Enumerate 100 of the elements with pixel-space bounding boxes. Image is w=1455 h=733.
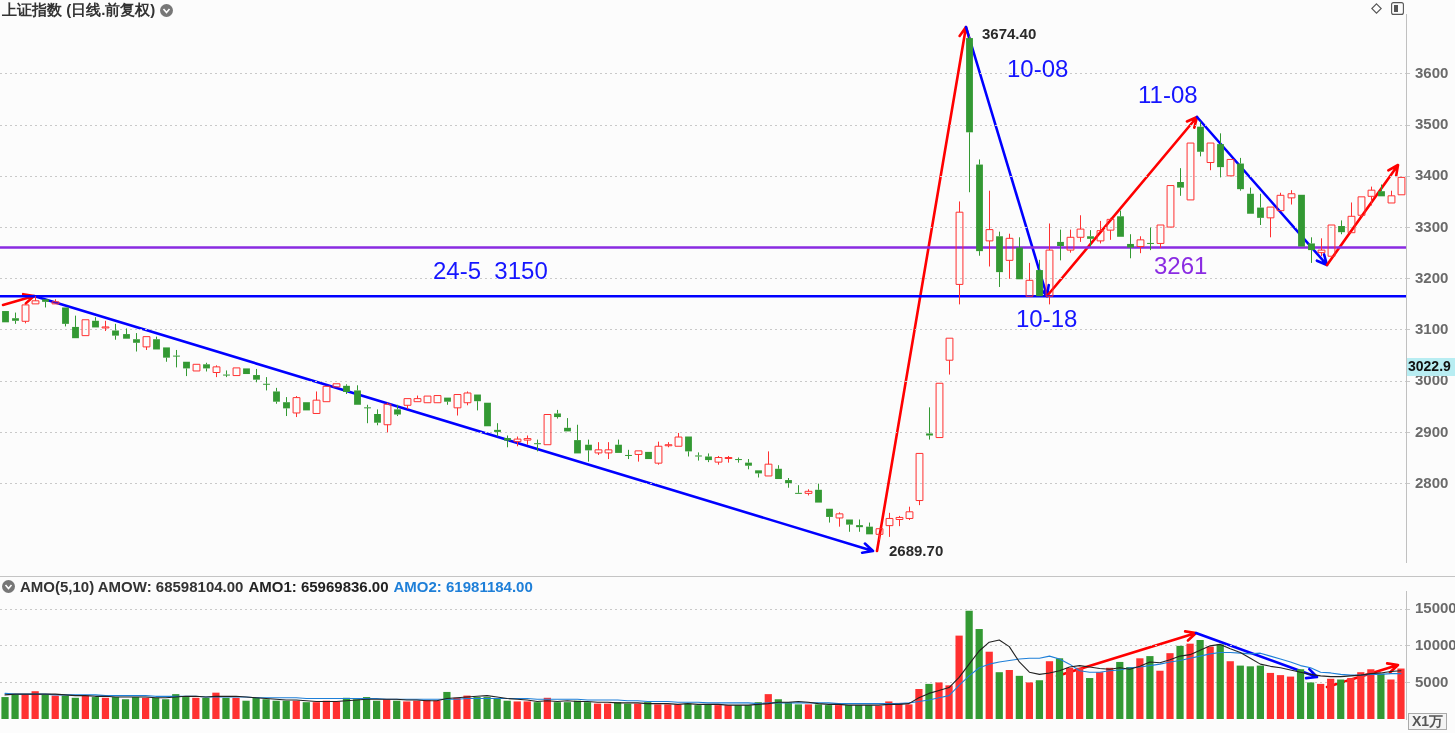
bar xyxy=(51,695,59,719)
bar xyxy=(1266,672,1275,719)
ref-line-label: 3261 xyxy=(1154,252,1208,280)
candlestick xyxy=(645,451,652,460)
bar xyxy=(503,700,511,719)
candlestick xyxy=(846,519,853,533)
bar xyxy=(704,704,712,719)
candlestick xyxy=(1298,194,1305,247)
text: X1万 xyxy=(1408,713,1448,731)
candlestick xyxy=(112,323,119,341)
candlestick xyxy=(1147,227,1154,251)
bar xyxy=(1,697,9,719)
bar xyxy=(1186,643,1194,719)
bar xyxy=(674,704,682,719)
candlestick xyxy=(232,367,241,377)
bar xyxy=(1045,661,1054,719)
candlestick xyxy=(815,483,822,503)
bar xyxy=(1286,676,1295,719)
candlestick xyxy=(1226,158,1235,177)
annotation: 11-08 xyxy=(1138,81,1198,109)
candlestick xyxy=(755,470,762,478)
y-tick-label: 5000 xyxy=(1415,672,1449,690)
text: AMO1: 65969836.00 xyxy=(248,578,389,595)
bar xyxy=(393,700,401,719)
bar xyxy=(824,705,833,719)
bar xyxy=(242,700,250,719)
bar xyxy=(945,685,953,719)
bar xyxy=(1116,661,1124,719)
bar xyxy=(694,705,702,719)
candlestick xyxy=(444,397,451,406)
candlestick xyxy=(484,402,491,427)
bar xyxy=(292,700,300,719)
bar xyxy=(734,705,742,719)
candlestick xyxy=(856,518,863,533)
bar xyxy=(1106,667,1114,719)
bar xyxy=(684,703,692,719)
bar xyxy=(1377,673,1385,719)
candlestick xyxy=(985,190,994,267)
chart-title: AMO(5,10) AMOW: 68598104.00 xyxy=(20,578,244,595)
candlestick xyxy=(1186,142,1195,201)
candlestick xyxy=(976,158,983,257)
candlestick xyxy=(543,414,552,446)
candlestick xyxy=(775,464,782,480)
candlestick xyxy=(996,231,1003,288)
candlestick xyxy=(574,424,581,454)
bar xyxy=(905,704,913,719)
candlestick xyxy=(695,451,702,462)
bar xyxy=(1025,682,1034,719)
candlestick xyxy=(795,484,802,494)
bar xyxy=(1126,667,1134,719)
bar xyxy=(332,701,341,719)
candlestick xyxy=(1045,222,1054,305)
text: AMO2: 61981184.00 xyxy=(393,578,533,595)
bar xyxy=(473,697,481,719)
bar xyxy=(91,697,100,719)
bar xyxy=(1236,665,1244,719)
candlestick xyxy=(1257,193,1264,226)
bar xyxy=(995,672,1003,719)
bar xyxy=(724,705,732,719)
candlestick xyxy=(1197,121,1204,157)
bar xyxy=(1005,669,1013,719)
candlestick xyxy=(474,394,481,411)
bar xyxy=(804,704,813,719)
bar xyxy=(1397,668,1405,719)
annotation: 10-18 xyxy=(1016,305,1078,333)
candlestick xyxy=(685,436,692,457)
y-tick-label: 3100 xyxy=(1415,320,1449,338)
candlestick xyxy=(192,363,201,372)
bar xyxy=(121,699,130,719)
y-tick-label: 3500 xyxy=(1415,115,1449,133)
bar xyxy=(603,703,612,719)
bar xyxy=(935,682,943,719)
bar xyxy=(1206,646,1214,719)
bar xyxy=(1357,672,1365,719)
candlestick xyxy=(866,522,873,535)
bar xyxy=(282,700,290,719)
candlestick xyxy=(1237,157,1244,192)
bar xyxy=(101,697,110,719)
y-tick-label: 2900 xyxy=(1415,422,1449,440)
candlestick xyxy=(163,347,170,363)
candlestick xyxy=(263,376,270,391)
candlestick xyxy=(92,316,99,328)
bar xyxy=(1327,678,1335,719)
candlestick xyxy=(764,450,773,477)
candlestick xyxy=(1308,236,1315,264)
bar xyxy=(834,705,843,719)
candlestick xyxy=(966,35,973,193)
bar xyxy=(965,610,973,719)
bar xyxy=(1075,667,1084,719)
bar xyxy=(413,700,421,719)
candlestick xyxy=(634,450,643,463)
candlestick xyxy=(2,311,9,323)
bar xyxy=(41,694,49,719)
bar xyxy=(1337,679,1345,719)
candlestick xyxy=(1287,189,1296,206)
y-tick-label: 3400 xyxy=(1415,166,1449,184)
bar xyxy=(985,651,993,719)
candlestick xyxy=(494,422,501,438)
bar xyxy=(423,699,431,719)
bar xyxy=(383,699,391,719)
